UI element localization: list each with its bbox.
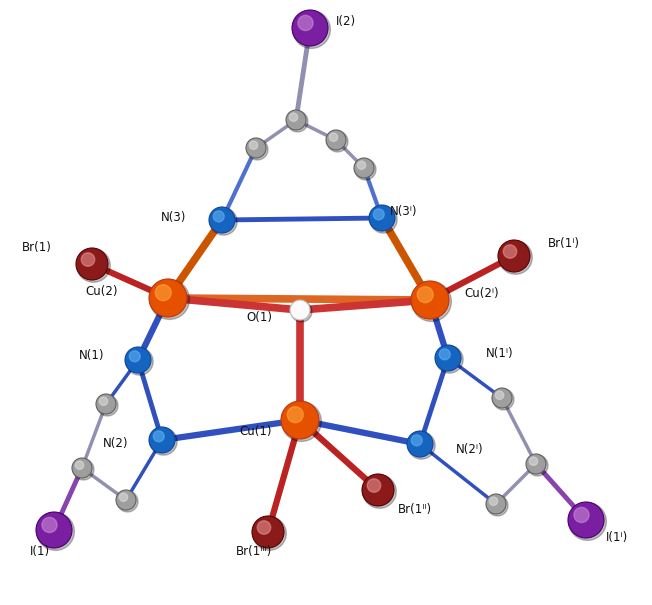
Circle shape — [119, 493, 128, 502]
Circle shape — [568, 502, 604, 538]
Circle shape — [374, 209, 384, 220]
Circle shape — [258, 521, 271, 534]
Circle shape — [370, 206, 397, 233]
Text: N(3): N(3) — [160, 212, 186, 224]
Circle shape — [149, 427, 175, 453]
Circle shape — [526, 454, 546, 474]
Circle shape — [496, 391, 504, 399]
Circle shape — [408, 432, 435, 459]
Circle shape — [213, 211, 224, 222]
Circle shape — [77, 249, 110, 283]
Circle shape — [99, 397, 108, 405]
Circle shape — [529, 457, 538, 465]
Text: I(2): I(2) — [336, 16, 356, 28]
Circle shape — [329, 133, 338, 142]
Circle shape — [354, 158, 374, 178]
Circle shape — [293, 11, 331, 48]
Circle shape — [493, 389, 514, 410]
Circle shape — [369, 205, 395, 231]
Text: I(1ⁱ): I(1ⁱ) — [606, 532, 629, 544]
Text: N(2ⁱ): N(2ⁱ) — [456, 443, 484, 457]
Circle shape — [489, 497, 497, 505]
Circle shape — [36, 512, 72, 548]
Circle shape — [116, 490, 136, 510]
Circle shape — [246, 138, 266, 158]
Text: N(1ⁱ): N(1ⁱ) — [486, 347, 514, 361]
Circle shape — [125, 347, 151, 373]
Circle shape — [247, 139, 268, 160]
Circle shape — [126, 348, 153, 375]
Circle shape — [411, 281, 451, 321]
Circle shape — [209, 207, 235, 233]
Circle shape — [150, 428, 177, 455]
Circle shape — [487, 495, 508, 516]
Circle shape — [252, 516, 284, 548]
Circle shape — [527, 455, 548, 476]
Circle shape — [289, 113, 298, 122]
Circle shape — [417, 287, 433, 302]
Text: Br(1ⁱ): Br(1ⁱ) — [548, 238, 580, 250]
Circle shape — [282, 402, 321, 442]
Circle shape — [407, 431, 433, 457]
Circle shape — [569, 503, 606, 540]
Text: Br(1ᴵᴵᴵ): Br(1ᴵᴵᴵ) — [236, 546, 272, 558]
Circle shape — [42, 517, 57, 532]
Circle shape — [499, 241, 532, 274]
Circle shape — [72, 458, 92, 478]
Circle shape — [290, 300, 310, 320]
Circle shape — [97, 395, 118, 416]
Circle shape — [75, 461, 83, 469]
Circle shape — [503, 245, 517, 258]
Circle shape — [574, 508, 589, 523]
Circle shape — [326, 130, 346, 150]
Circle shape — [287, 111, 308, 132]
Circle shape — [288, 407, 303, 423]
Circle shape — [439, 349, 451, 360]
Circle shape — [436, 346, 463, 373]
Circle shape — [411, 281, 449, 319]
Text: Cu(2ⁱ): Cu(2ⁱ) — [464, 287, 499, 301]
Circle shape — [37, 512, 74, 551]
Text: N(3ⁱ): N(3ⁱ) — [390, 206, 417, 218]
Text: N(2): N(2) — [102, 437, 128, 451]
Text: Cu(1): Cu(1) — [239, 425, 272, 439]
Circle shape — [362, 474, 394, 506]
Circle shape — [298, 15, 313, 30]
Circle shape — [82, 253, 95, 266]
Circle shape — [76, 248, 108, 280]
Circle shape — [153, 431, 164, 442]
Circle shape — [155, 285, 171, 301]
Text: N(1): N(1) — [78, 350, 104, 362]
Circle shape — [249, 141, 258, 149]
Circle shape — [411, 435, 422, 446]
Circle shape — [363, 475, 396, 508]
Circle shape — [292, 10, 328, 46]
Circle shape — [73, 459, 94, 480]
Circle shape — [96, 394, 116, 414]
Circle shape — [293, 303, 302, 312]
Circle shape — [435, 345, 461, 371]
Circle shape — [253, 517, 286, 551]
Circle shape — [327, 131, 348, 152]
Text: Br(1): Br(1) — [22, 241, 52, 255]
Text: O(1): O(1) — [246, 312, 272, 324]
Circle shape — [117, 491, 138, 512]
Circle shape — [486, 494, 506, 514]
Circle shape — [149, 279, 187, 317]
Circle shape — [281, 401, 319, 439]
Circle shape — [286, 110, 306, 130]
Circle shape — [498, 240, 530, 272]
Text: I(1): I(1) — [30, 546, 50, 558]
Circle shape — [210, 208, 237, 235]
Circle shape — [367, 479, 381, 492]
Circle shape — [129, 351, 140, 362]
Circle shape — [149, 280, 190, 319]
Circle shape — [492, 388, 512, 408]
Text: Br(1ᴵᴵ): Br(1ᴵᴵ) — [398, 503, 432, 517]
Text: Cu(2): Cu(2) — [85, 286, 118, 298]
Circle shape — [357, 161, 366, 169]
Circle shape — [355, 159, 376, 180]
Circle shape — [291, 301, 312, 322]
